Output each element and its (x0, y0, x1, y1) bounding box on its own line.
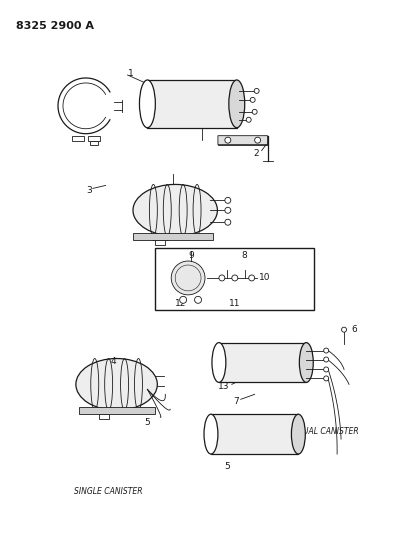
Text: 8325 2900 A: 8325 2900 A (16, 21, 94, 31)
Text: 11: 11 (229, 300, 240, 308)
Ellipse shape (139, 80, 155, 128)
Text: 1: 1 (127, 69, 133, 77)
Circle shape (249, 98, 254, 102)
Circle shape (254, 137, 260, 143)
Circle shape (323, 367, 328, 372)
Text: 9: 9 (188, 251, 193, 260)
Ellipse shape (133, 184, 217, 236)
Circle shape (341, 327, 346, 332)
Circle shape (246, 117, 251, 122)
Circle shape (171, 261, 204, 295)
Circle shape (224, 137, 230, 143)
Text: 8: 8 (241, 251, 247, 260)
Bar (155, 248, 313, 310)
Bar (155, 240, 165, 245)
Bar (90, 141, 97, 144)
Text: SINGLE CANISTER: SINGLE CANISTER (74, 487, 143, 496)
Bar (133, 233, 212, 240)
Circle shape (224, 207, 230, 213)
Text: 5: 5 (223, 463, 229, 472)
Bar (218, 343, 306, 382)
Text: 2: 2 (253, 149, 259, 158)
Text: 5: 5 (144, 418, 150, 427)
Bar (147, 80, 236, 128)
Text: DUAL CANISTER: DUAL CANISTER (297, 426, 358, 435)
FancyBboxPatch shape (217, 136, 267, 144)
Circle shape (323, 357, 328, 362)
Ellipse shape (204, 414, 217, 454)
Ellipse shape (299, 343, 312, 382)
Text: 6: 6 (350, 325, 356, 334)
Bar (99, 414, 108, 419)
Circle shape (224, 219, 230, 225)
Circle shape (323, 348, 328, 353)
Bar (79, 407, 155, 414)
Circle shape (194, 296, 201, 303)
Ellipse shape (228, 80, 244, 128)
Circle shape (231, 275, 237, 281)
Bar (88, 136, 99, 141)
Bar (211, 414, 298, 454)
Circle shape (218, 275, 224, 281)
Circle shape (254, 88, 258, 93)
Text: 13: 13 (218, 382, 229, 391)
Circle shape (252, 109, 256, 114)
Circle shape (248, 275, 254, 281)
Text: 4: 4 (110, 357, 116, 366)
Ellipse shape (76, 359, 157, 410)
Text: 12: 12 (174, 300, 185, 308)
Circle shape (224, 197, 230, 203)
Text: 7: 7 (232, 397, 238, 406)
Ellipse shape (211, 343, 225, 382)
Bar (72, 136, 83, 141)
Text: 3: 3 (86, 186, 92, 195)
Text: 10: 10 (258, 273, 270, 282)
Circle shape (179, 296, 186, 303)
Ellipse shape (291, 414, 305, 454)
Circle shape (323, 376, 328, 381)
